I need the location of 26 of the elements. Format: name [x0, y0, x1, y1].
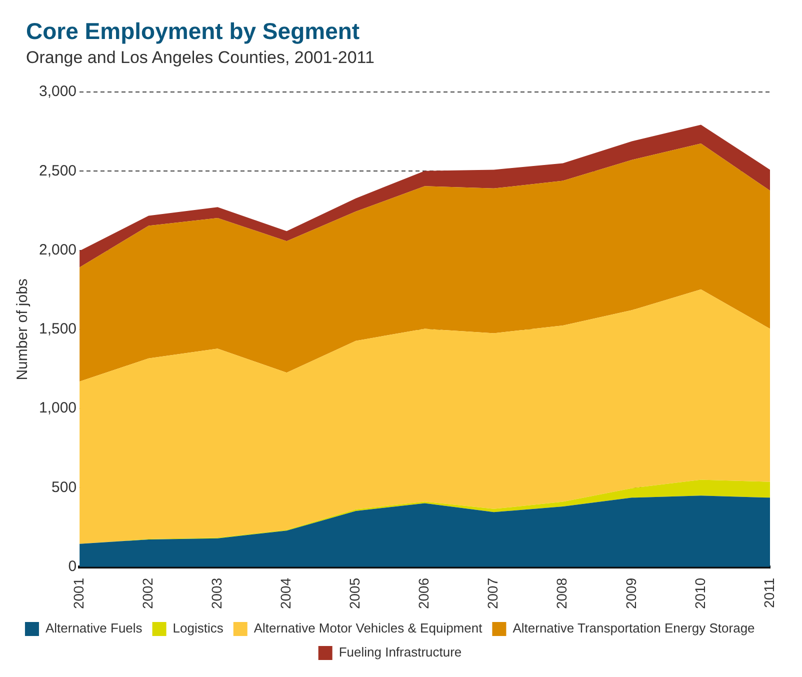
legend-label: Alternative Motor Vehicles & Equipment — [254, 620, 483, 636]
y-tick-label: 1,000 — [38, 400, 77, 417]
x-tick-label: 2006 — [416, 578, 432, 610]
y-tick-label: 0 — [68, 558, 77, 575]
y-tick-label: 3,000 — [38, 83, 77, 100]
y-tick-label: 2,500 — [38, 162, 77, 180]
x-tick-label: 2004 — [278, 578, 294, 610]
x-tick-label: 2007 — [484, 578, 501, 610]
chart-title: Core Employment by Segment — [26, 18, 360, 45]
y-tick-label: 2,000 — [38, 241, 77, 258]
legend-label: Fueling Infrastructure — [338, 644, 462, 660]
x-tick-label: 2001 — [70, 578, 86, 610]
x-tick-label: 2008 — [554, 578, 570, 610]
y-tick-label: 1,500 — [38, 320, 77, 338]
x-tick-label: 2003 — [208, 578, 224, 610]
legend-label: Logistics — [172, 620, 224, 636]
x-tick-label: 2011 — [760, 578, 777, 608]
y-axis-title: Number of jobs — [14, 278, 32, 380]
x-tick-label: 2009 — [622, 578, 639, 610]
x-tick-label: 2002 — [139, 578, 156, 610]
chart-subtitle: Orange and Los Angeles Counties, 2001-2011 — [26, 48, 374, 68]
y-tick-label: 500 — [52, 478, 77, 496]
legend-label: Alternative Transportation Energy Storage — [512, 620, 755, 636]
legend-label: Alternative Fuels — [45, 620, 143, 636]
x-tick-label: 2005 — [346, 578, 363, 610]
x-tick-label: 2010 — [692, 578, 708, 610]
